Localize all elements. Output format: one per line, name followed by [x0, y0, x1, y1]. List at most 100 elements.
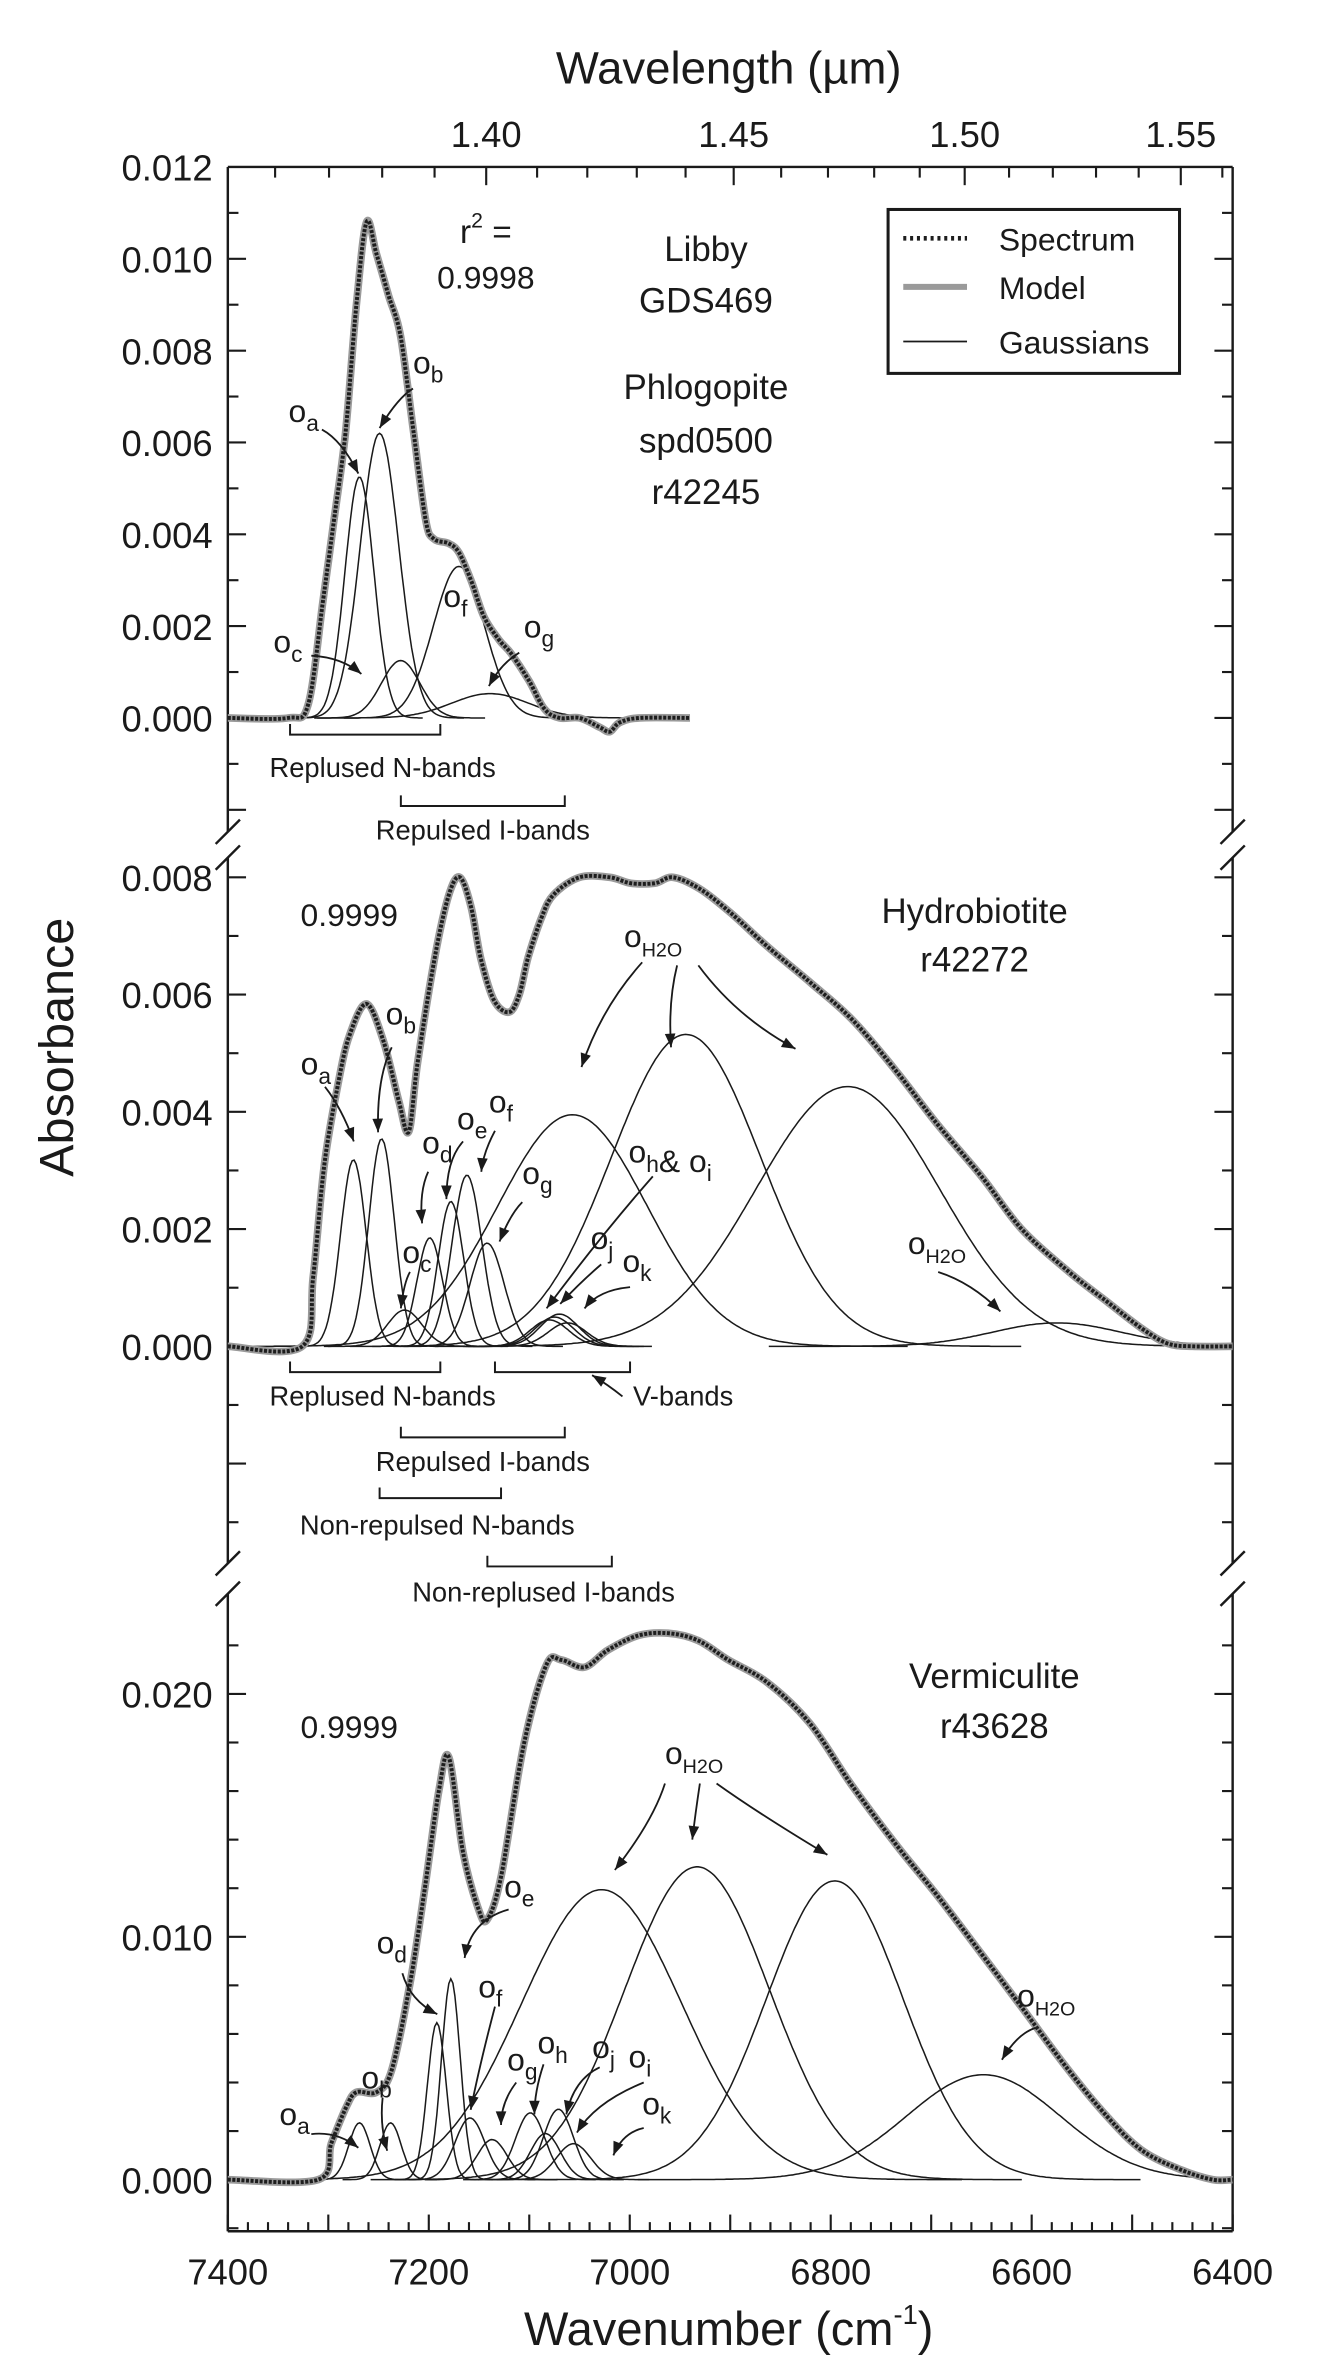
bottom-tick-label: 6800 — [790, 2251, 871, 2292]
label-base: o — [1017, 1978, 1035, 2014]
top-tick-label: 1.45 — [698, 114, 769, 155]
peak-label-of: of — [489, 1084, 514, 1127]
gaussian-oj — [473, 1314, 644, 1346]
panel3-mineral: Vermiculite — [909, 1657, 1080, 1696]
x-axis-title: Wavenumber (cm-1) — [524, 2299, 933, 2355]
y-tick-label-panel1: 0.012 — [122, 148, 213, 189]
panel1-sample-locality: Libby — [664, 230, 748, 269]
band-label-repulsed-i-bands: Repulsed I-bands — [376, 814, 590, 845]
peak-label-oH2O-arrow-head — [581, 1052, 591, 1067]
panel1-sample-id: GDS469 — [639, 282, 773, 321]
peak-label-oe: oe — [504, 1868, 534, 1911]
peak-label-of-arrow — [471, 2007, 495, 2110]
label-base: o — [301, 1046, 319, 1082]
gaussian-ob — [293, 433, 464, 718]
peak-label-oH2O-arrow — [698, 965, 795, 1048]
label-base: o — [489, 1084, 507, 1120]
y-tick-label-panel2: 0.008 — [122, 858, 213, 899]
peak-label-ok-arrow-head — [585, 1294, 597, 1308]
label-subscript: k — [640, 1260, 652, 1286]
gaussian-oj — [491, 2109, 624, 2179]
label-base: o — [422, 1125, 440, 1161]
label-subscript: a — [306, 410, 319, 436]
peak-label-og: og — [524, 609, 554, 652]
label-subscript: i — [646, 2055, 651, 2081]
band-label-repulsed-i-bands: Repulsed I-bands — [376, 1446, 590, 1477]
label-subscript: H2O — [642, 939, 683, 961]
gaussian-oH2O — [638, 2075, 1231, 2180]
peak-label-ob-arrow-head — [372, 1119, 383, 1133]
label-subscript: k — [660, 2102, 672, 2128]
label-base: o — [624, 918, 642, 954]
label-base: o — [524, 609, 542, 645]
band-bracket-repulsed-i-bands — [401, 1427, 565, 1438]
peak-label-od-arrow-head — [423, 2003, 438, 2014]
band-label-replused-n-bands: Replused N-bands — [270, 1381, 496, 1412]
gaussian-od — [395, 2023, 479, 2180]
label-subscript: a — [318, 1063, 331, 1089]
peak-label-oc-arrow-head — [348, 661, 362, 674]
label-subscript: j — [609, 2046, 615, 2072]
label-subscript: h — [646, 1151, 659, 1177]
panel1-mineral: Phlogopite — [623, 368, 788, 407]
y-tick-label-panel1: 0.004 — [122, 515, 213, 556]
peak-label-of: of — [443, 578, 468, 621]
label-base: & o — [659, 1143, 707, 1179]
y-tick-label-panel1: 0.008 — [122, 331, 213, 372]
label-subscript: b — [403, 1013, 416, 1039]
label-base: o — [629, 1134, 647, 1170]
peak-label-og: og — [522, 1155, 552, 1198]
label-subscript: d — [394, 1942, 407, 1968]
peak-label-od-arrow-head — [416, 1209, 427, 1223]
label-base: o — [377, 1924, 395, 1960]
label-base: o — [665, 1735, 683, 1771]
peak-label-ob-arrow-head — [380, 414, 392, 428]
bottom-tick-label: 6600 — [991, 2251, 1072, 2292]
peak-label-og: og — [507, 2041, 537, 2084]
panel2-mineral: Hydrobiotite — [881, 892, 1067, 931]
peak-label-oe: oe — [457, 1100, 487, 1143]
peak-label-oa-arrow-head — [344, 2135, 358, 2148]
label-base: o — [537, 2025, 555, 2061]
peak-label-oh-oi-arrow-head — [547, 1294, 559, 1308]
label-subscript: e — [522, 1885, 535, 1911]
v-bands-arrow-head — [592, 1375, 606, 1387]
label-subscript: i — [707, 1160, 712, 1186]
legend-gaussians-label: Gaussians — [999, 325, 1150, 361]
x-axis-title-main: Wavenumber (cm — [524, 2302, 893, 2355]
x-axis-title-end: ) — [918, 2302, 934, 2355]
panel3-r2-value: 0.9999 — [301, 1709, 398, 1745]
band-label-replused-n-bands: Replused N-bands — [270, 752, 496, 783]
y-tick-label-panel1: 0.010 — [122, 239, 213, 280]
peak-label-od: od — [422, 1125, 452, 1168]
peak-label-oH2O: oH2O — [908, 1225, 966, 1268]
label-subscript: f — [461, 595, 468, 621]
band-label-non-repulsed-n-bands: Non-repulsed N-bands — [300, 1510, 575, 1541]
label-base: o — [457, 1100, 475, 1136]
panel1-r2-label: r2 = — [460, 209, 512, 251]
peak-label-oH2O-arrow-head — [781, 1038, 796, 1049]
legend-spectrum-label: Spectrum — [999, 221, 1135, 257]
peak-label-oH2O-arrow — [581, 962, 642, 1067]
gaussian-oH2O — [350, 1034, 1021, 1346]
label-base: o — [592, 2029, 610, 2065]
peak-label-oH2O-arrow-head — [813, 1843, 827, 1855]
label-base: o — [386, 996, 404, 1032]
band-bracket-non-repulsed-n-bands — [380, 1488, 501, 1499]
gaussian-og — [317, 694, 661, 718]
gaussian-oc — [314, 661, 485, 718]
r2-sup: 2 — [471, 209, 483, 233]
gaussian-ok — [497, 2144, 650, 2180]
peak-label-oH2O: oH2O — [665, 1735, 723, 1778]
peak-label-oH2O-arrow — [717, 1783, 828, 1854]
label-base: o — [591, 1220, 609, 1256]
peak-label-oa: oa — [279, 2096, 310, 2139]
label-subscript: a — [297, 2113, 310, 2139]
peak-label-oH2O-arrow-head — [689, 1825, 700, 1839]
label-subscript: j — [607, 1237, 613, 1263]
peak-label-oh-oi: oh& oi — [629, 1134, 712, 1186]
peak-label-oe-arrow-head — [441, 1185, 452, 1199]
label-subscript: g — [540, 1172, 553, 1198]
label-subscript: b — [431, 362, 444, 388]
